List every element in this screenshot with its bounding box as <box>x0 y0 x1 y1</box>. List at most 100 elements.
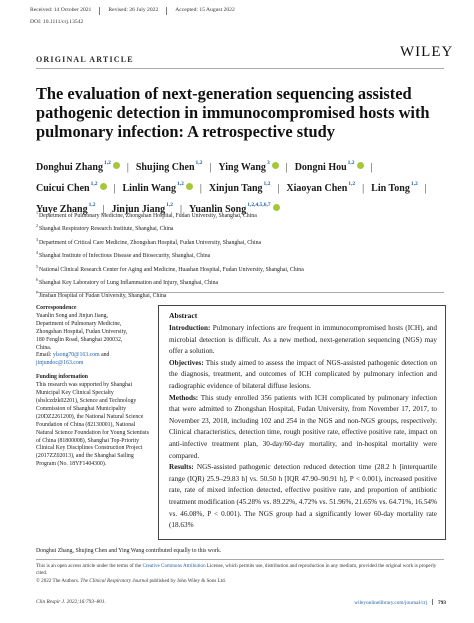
author-affiliation-ref[interactable]: 1,2 <box>263 181 271 187</box>
author-affiliation-ref[interactable]: 1,2 <box>103 160 111 166</box>
divider <box>432 599 434 605</box>
affiliation-list: 1Department of Pulmonary Medicine, Zhong… <box>36 208 446 302</box>
email-connector: and <box>99 352 110 359</box>
copyright-text: © 2022 The Authors. <box>36 577 81 584</box>
cc-license-link[interactable]: Creative Commons Attribution <box>142 563 206 569</box>
correspondence-line: Yuanlin Song and Jinjun Jiang, <box>36 312 108 319</box>
author-affiliation-ref[interactable]: 1,2 <box>348 181 356 187</box>
affiliation-text: Shanghai Institute of Infectious Disease… <box>39 253 211 260</box>
author-separator: | <box>209 162 212 173</box>
author[interactable]: Xiaoyan Chen1,2 <box>286 176 355 197</box>
author[interactable]: Ying Wang3 <box>218 155 279 176</box>
orcid-icon[interactable] <box>356 162 364 169</box>
abstract-results: Results: NGS-assisted pathogenic detecti… <box>169 462 437 532</box>
author-affiliation-ref[interactable]: 1,2,4,5,6,7 <box>247 202 271 208</box>
orcid-icon[interactable] <box>99 183 107 190</box>
license-text: This is an open access article under the… <box>36 563 143 569</box>
accepted-date: Accepted: 15 August 2022 <box>175 7 235 13</box>
affiliation-text: Department of Critical Care Medicine, Zh… <box>39 239 262 246</box>
author[interactable]: Cuicui Chen1,2 <box>36 176 107 197</box>
author-separator: | <box>277 183 280 194</box>
divider <box>36 292 444 293</box>
correspondence-line: China. <box>36 344 52 351</box>
author-separator: | <box>370 162 373 173</box>
author-name: Donghui Zhang <box>36 162 103 173</box>
author[interactable]: Yuye Zhang1,2 <box>36 197 95 218</box>
divider <box>166 7 168 15</box>
author-affiliation-ref[interactable]: 1,2 <box>195 160 203 166</box>
author-separator: | <box>199 183 202 194</box>
abstract-box: Abstract Introduction: Pulmonary infecti… <box>158 305 446 540</box>
divider <box>36 559 444 560</box>
author-name: Xinjun Tang <box>208 183 263 194</box>
affiliation-number: 2 <box>36 223 38 229</box>
funding-heading: Funding information <box>36 374 89 381</box>
author[interactable]: Shujing Chen1,2 <box>136 155 203 176</box>
abstract-introduction: Introduction: Pulmonary infections are f… <box>169 323 437 358</box>
sidebar: Correspondence Yuanlin Song and Jinjun J… <box>36 305 154 475</box>
author-affiliation-ref[interactable]: 1,2 <box>410 181 418 187</box>
author[interactable]: Lin Tong1,2 <box>371 176 418 197</box>
correspondence-block: Correspondence Yuanlin Song and Jinjun J… <box>36 305 154 368</box>
page-footer: Clin Respir J. 2022;16:793–801. wileyonl… <box>36 599 446 606</box>
author-affiliation-ref[interactable]: 1,2 <box>176 181 184 187</box>
author-name: Ying Wang <box>218 162 266 173</box>
license-line: This is an open access article under the… <box>36 563 446 578</box>
author-affiliation-ref[interactable]: 1,2 <box>88 202 96 208</box>
author-separator: | <box>102 204 105 215</box>
section-label: Methods: <box>169 393 199 402</box>
divider <box>36 68 444 69</box>
funding-block: Funding information This research was su… <box>36 374 154 469</box>
affiliation: 3Department of Critical Care Medicine, Z… <box>36 235 446 248</box>
author-name: Cuicui Chen <box>36 183 90 194</box>
affiliation-text: Jinshan Hospital of Fudan University, Sh… <box>39 293 167 300</box>
affiliation: 4Shanghai Institute of Infectious Diseas… <box>36 248 446 261</box>
author-name: Linlin Wang <box>122 183 176 194</box>
funding-text: This research was supported by Shanghai … <box>36 382 150 468</box>
author[interactable]: Donghui Zhang1,2 <box>36 155 120 176</box>
affiliation-text: Department of Pulmonary Medicine, Zhongs… <box>39 213 257 219</box>
author[interactable]: Yuanlin Song1,2,4,5,6,7 <box>189 197 280 218</box>
orcid-icon[interactable] <box>185 183 193 190</box>
email-label: Email: <box>36 352 53 359</box>
affiliation: 7Jinshan Hospital of Fudan University, S… <box>36 288 446 301</box>
copyright-line: © 2022 The Authors. The Clinical Respira… <box>36 578 446 585</box>
author-name: Dongni Hou <box>294 162 347 173</box>
email-link[interactable]: jinjundoc@163.com <box>36 360 84 367</box>
author-affiliation-ref[interactable]: 1,2 <box>90 181 98 187</box>
article-title: The evaluation of next-generation sequen… <box>36 84 430 141</box>
doi[interactable]: DOI: 10.1111/crj.13542 <box>30 19 84 25</box>
equal-contribution-note: Donghui Zhang, Shujing Chen and Ying Wan… <box>36 548 222 554</box>
orcid-icon[interactable] <box>112 162 120 169</box>
author[interactable]: Linlin Wang1,2 <box>123 176 193 197</box>
author[interactable]: Jinjun Jiang1,2 <box>112 197 174 218</box>
affiliation-number: 4 <box>36 250 38 256</box>
section-text: Pulmonary infections are frequent in imm… <box>169 324 437 356</box>
author-separator: | <box>285 162 288 173</box>
affiliation-number: 3 <box>36 236 38 242</box>
author-name: Jinjun Jiang <box>111 204 166 215</box>
affiliation: 2Shanghai Respiratory Research Institute… <box>36 221 446 234</box>
author-separator: | <box>180 204 183 215</box>
author-name: Shujing Chen <box>135 162 195 173</box>
author-affiliation-ref[interactable]: 1,2 <box>347 160 355 166</box>
email-link[interactable]: ylsong70@163.com <box>52 352 100 359</box>
author[interactable]: Xinjun Tang1,2 <box>209 176 271 197</box>
section-label: Introduction: <box>169 324 211 332</box>
affiliation: 1Department of Pulmonary Medicine, Zhong… <box>36 208 446 221</box>
abstract-heading: Abstract <box>169 311 198 320</box>
article-type: ORIGINAL ARTICLE <box>36 55 134 64</box>
affiliation: 6Shanghai Key Laboratory of Lung Inflamm… <box>36 275 446 288</box>
affiliation-number: 5 <box>36 263 38 269</box>
author[interactable]: Dongni Hou1,2 <box>295 155 364 176</box>
orcid-icon[interactable] <box>272 204 280 211</box>
section-text: NGS-assisted pathogenic detection reduce… <box>169 463 437 530</box>
license-notice: This is an open access article under the… <box>36 563 446 585</box>
correspondence-heading: Correspondence <box>36 305 77 311</box>
publisher-logo: WILEY <box>400 44 454 60</box>
author-affiliation-ref[interactable]: 3 <box>266 160 270 166</box>
author-separator: | <box>113 183 116 194</box>
author-affiliation-ref[interactable]: 1,2 <box>166 202 174 208</box>
journal-url[interactable]: wileyonlinelibrary.com/journal/crj <box>354 600 428 606</box>
orcid-icon[interactable] <box>271 162 279 169</box>
